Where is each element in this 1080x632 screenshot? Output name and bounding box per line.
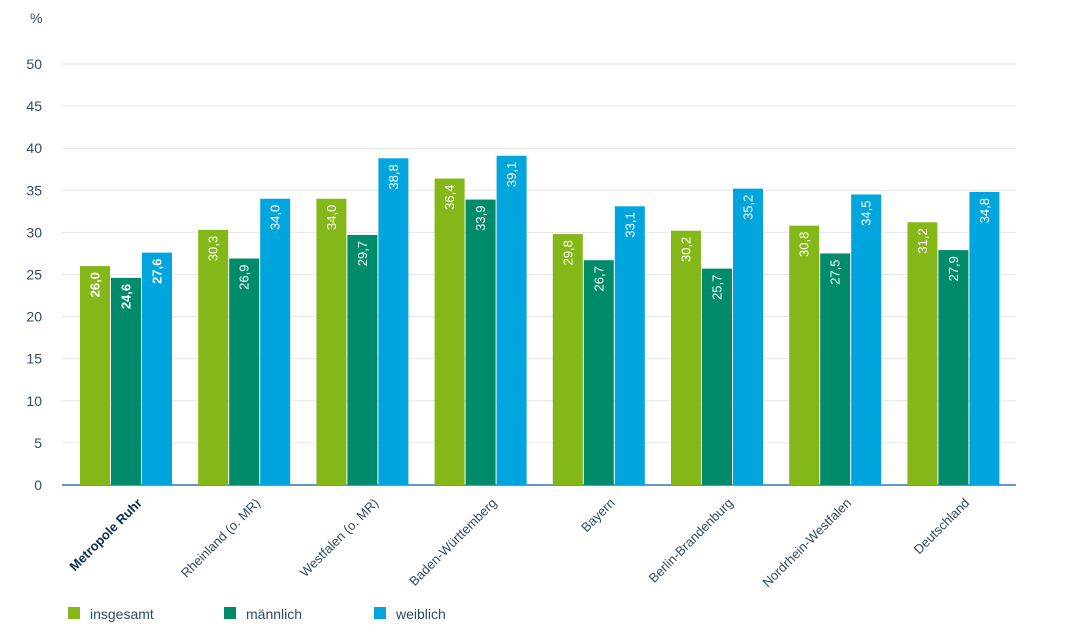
x-category-label: Bayern xyxy=(578,495,618,535)
x-category-label: Berlin-Brandenburg xyxy=(646,495,736,585)
legend-swatch xyxy=(224,607,236,619)
legend-swatch xyxy=(374,607,386,619)
bar xyxy=(820,253,851,485)
x-category-label: Deutschland xyxy=(911,495,973,557)
bar xyxy=(552,234,583,485)
bar xyxy=(671,230,701,485)
bar-value-label: 34,0 xyxy=(268,205,283,230)
bar xyxy=(260,198,291,485)
bar xyxy=(316,198,347,485)
bar-value-label: 38,8 xyxy=(386,164,401,189)
bar-value-label: 26,0 xyxy=(88,272,103,297)
x-axis-labels: Metropole Ruhr Rheinland (o. MR) Westfalen… xyxy=(66,495,972,590)
bar-value-label: 29,8 xyxy=(560,240,575,265)
bar xyxy=(465,199,496,485)
bar xyxy=(851,194,882,485)
bar xyxy=(142,252,172,485)
bar-value-label: 30,8 xyxy=(797,232,812,257)
y-tick-label: 35 xyxy=(26,182,42,198)
bar-value-label: 39,1 xyxy=(504,162,519,187)
bar-value-label: 30,3 xyxy=(206,236,221,261)
bar xyxy=(969,191,1000,485)
bar-value-label: 27,6 xyxy=(150,259,165,284)
bar-value-label: 31,2 xyxy=(915,228,930,253)
bar-value-label: 35,2 xyxy=(741,195,756,220)
bar xyxy=(789,225,820,485)
x-category-label: Rheinland (o. MR) xyxy=(178,495,263,580)
bar xyxy=(614,206,645,485)
bar xyxy=(347,234,378,485)
bar-value-label: 34,8 xyxy=(977,198,992,223)
legend-label: insgesamt xyxy=(90,606,154,622)
legend-label: weiblich xyxy=(395,606,446,622)
bar-value-label: 26,9 xyxy=(237,265,252,290)
bar-value-label: 33,1 xyxy=(622,212,637,237)
y-tick-label: 30 xyxy=(26,224,42,240)
bar-value-label: 26,7 xyxy=(591,266,606,291)
bar-value-label: 36,4 xyxy=(442,185,457,210)
bar xyxy=(434,178,465,485)
bar-value-label: 25,7 xyxy=(710,275,725,300)
y-tick-label: 20 xyxy=(26,309,42,325)
bar xyxy=(198,229,229,485)
legend: insgesamt männlich weiblich xyxy=(68,606,446,622)
bar-value-label: 30,2 xyxy=(679,237,694,262)
bar xyxy=(80,266,110,485)
x-category-label: Westfalen (o. MR) xyxy=(297,495,382,580)
bar xyxy=(111,277,141,485)
bar xyxy=(583,260,614,485)
x-category-label: Nordrhein-Westfalen xyxy=(759,495,854,590)
bar-value-label: 24,6 xyxy=(119,284,134,309)
bars-layer: 26,0 24,6 27,6 30,3 26,9 34,0 34,0 29,7 38,8 36,4… xyxy=(80,155,1000,485)
bar-value-label: 33,9 xyxy=(473,206,488,231)
bar-value-label: 34,0 xyxy=(324,205,339,230)
y-tick-label: 25 xyxy=(26,267,42,283)
y-tick-label: 40 xyxy=(26,140,42,156)
y-tick-label: 0 xyxy=(34,477,42,493)
bar-value-label: 27,5 xyxy=(828,259,843,284)
y-tick-label: 10 xyxy=(26,393,42,409)
bar-value-label: 34,5 xyxy=(859,201,874,226)
y-tick-label: 15 xyxy=(26,351,42,367)
y-tick-label: 50 xyxy=(26,56,42,72)
y-tick-label: 45 xyxy=(26,98,42,114)
y-tick-label: 5 xyxy=(34,435,42,451)
x-category-label: Baden-Württemberg xyxy=(406,495,499,588)
bar xyxy=(229,258,260,485)
bar-value-label: 27,9 xyxy=(946,256,961,281)
bar xyxy=(907,222,938,485)
legend-swatch xyxy=(68,607,80,619)
x-category-label: Metropole Ruhr xyxy=(66,495,145,574)
bar xyxy=(378,158,409,485)
y-axis-unit-label: % xyxy=(30,10,42,26)
bar xyxy=(938,250,969,485)
bar xyxy=(496,155,527,485)
bar-value-label: 29,7 xyxy=(355,241,370,266)
legend-label: männlich xyxy=(246,606,302,622)
bar xyxy=(733,188,763,485)
bar xyxy=(702,268,732,485)
